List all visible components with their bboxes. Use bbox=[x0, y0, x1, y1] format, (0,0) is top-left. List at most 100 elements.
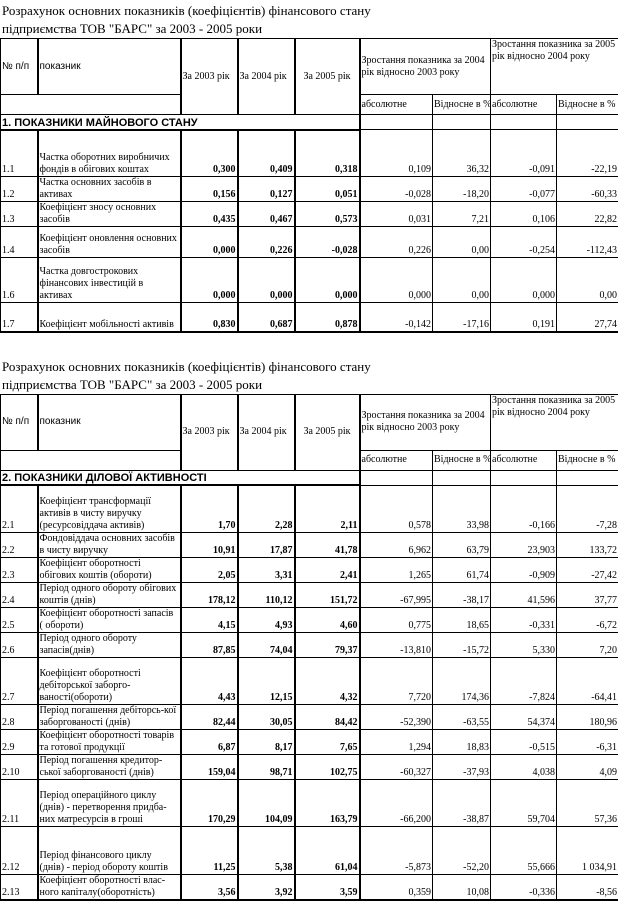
row-num: 1.7 bbox=[1, 303, 38, 332]
value-2005: 102,75 bbox=[295, 754, 360, 779]
rel-change-2005: -60,33 bbox=[557, 177, 618, 202]
row-num: 2.12 bbox=[1, 826, 38, 874]
header-growth-2005: Зростання показника за 2005 рік відносно… bbox=[491, 39, 618, 95]
table-row: 2.10 Період погашення кредитор-ської заб… bbox=[1, 754, 618, 779]
rel-change-2004: 63,79 bbox=[433, 532, 491, 557]
row-indicator: Період одного обороту обігових коштів (д… bbox=[38, 582, 181, 607]
value-2003: 0,156 bbox=[181, 177, 238, 202]
abs-change-2004: 0,578 bbox=[360, 485, 433, 532]
header-2004: За 2004 рік bbox=[238, 394, 295, 470]
abs-change-2004: 0,000 bbox=[360, 258, 433, 303]
empty-cell bbox=[433, 115, 491, 130]
table-row: 2.8 Період погашення дебіторсь-кої забор… bbox=[1, 704, 618, 729]
row-num: 1.2 bbox=[1, 177, 38, 202]
table-row: 2.9 Коефіцієнт оборотності товарів та го… bbox=[1, 729, 618, 754]
row-indicator: Коефіцієнт оборотності дебіторської забо… bbox=[38, 657, 181, 704]
rel-change-2004: -37,93 bbox=[433, 754, 491, 779]
row-indicator: Частка довгострокових фінансових інвести… bbox=[38, 258, 181, 303]
rel-change-2004: -52,20 bbox=[433, 826, 491, 874]
header-num: № п/п bbox=[1, 39, 38, 95]
table-row: 2.2 Фондовіддача основних засобів в чист… bbox=[1, 532, 618, 557]
value-2003: 82,44 bbox=[181, 704, 238, 729]
value-2005: 2,11 bbox=[295, 485, 360, 532]
abs-change-2004: 0,031 bbox=[360, 202, 433, 227]
value-2003: 0,000 bbox=[181, 258, 238, 303]
row-num: 2.4 bbox=[1, 582, 38, 607]
value-2004: 12,15 bbox=[238, 657, 295, 704]
header-2003: За 2003 рік bbox=[181, 394, 238, 470]
header-abs-1: абсолютне bbox=[360, 450, 433, 470]
title-line: підприємства ТОВ "БАРС" за 2003 - 2005 р… bbox=[2, 376, 618, 394]
value-2003: 11,25 bbox=[181, 826, 238, 874]
value-2003: 0,435 bbox=[181, 202, 238, 227]
table-row: 2.1 Коефіцієнт трансформації активів в ч… bbox=[1, 485, 618, 532]
value-2005: 0,051 bbox=[295, 177, 360, 202]
row-num: 2.6 bbox=[1, 632, 38, 657]
header-indicator: показник bbox=[38, 39, 181, 95]
value-2004: 0,467 bbox=[238, 202, 295, 227]
title-line: підприємства ТОВ "БАРС" за 2003 - 2005 р… bbox=[2, 20, 618, 38]
value-2005: 79,37 bbox=[295, 632, 360, 657]
table-title: Розрахунок основних показників (коефіціє… bbox=[0, 2, 618, 38]
value-2004: 110,12 bbox=[238, 582, 295, 607]
abs-change-2004: -0,142 bbox=[360, 303, 433, 332]
empty-cell bbox=[360, 470, 433, 485]
value-2005: 7,65 bbox=[295, 729, 360, 754]
row-num: 2.1 bbox=[1, 485, 38, 532]
indicators-table: № п/п показник За 2003 рік За 2004 рік З… bbox=[0, 394, 618, 901]
abs-change-2004: -66,200 bbox=[360, 779, 433, 826]
abs-change-2005: 55,666 bbox=[491, 826, 557, 874]
row-num: 1.6 bbox=[1, 258, 38, 303]
rel-change-2004: 0,00 bbox=[433, 258, 491, 303]
header-indicator: показник bbox=[38, 394, 181, 450]
rel-change-2004: -38,87 bbox=[433, 779, 491, 826]
rel-change-2004: 18,65 bbox=[433, 607, 491, 632]
table-row: 2.6 Період одного обороту запасів(днів) … bbox=[1, 632, 618, 657]
value-2003: 170,29 bbox=[181, 779, 238, 826]
empty-cell bbox=[557, 115, 618, 130]
abs-change-2005: -0,515 bbox=[491, 729, 557, 754]
row-num: 2.13 bbox=[1, 874, 38, 900]
row-num: 1.3 bbox=[1, 202, 38, 227]
row-indicator: Частка основних засобів в активах bbox=[38, 177, 181, 202]
abs-change-2004: -5,873 bbox=[360, 826, 433, 874]
abs-change-2005: 0,106 bbox=[491, 202, 557, 227]
value-2004: 17,87 bbox=[238, 532, 295, 557]
value-2003: 0,830 bbox=[181, 303, 238, 332]
rel-change-2005: -27,42 bbox=[557, 557, 618, 582]
value-2003: 159,04 bbox=[181, 754, 238, 779]
value-2003: 10,91 bbox=[181, 532, 238, 557]
value-2004: 0,409 bbox=[238, 130, 295, 177]
header-growth-2004: Зростання показника за 2004 рік відносно… bbox=[360, 394, 491, 450]
header-rel-1: Відносне в % bbox=[433, 95, 491, 115]
value-2004: 4,93 bbox=[238, 607, 295, 632]
rel-change-2005: -22,19 bbox=[557, 130, 618, 177]
row-num: 2.9 bbox=[1, 729, 38, 754]
header-num: № п/п bbox=[1, 394, 38, 450]
table-row: 2.12 Період фінансового циклу (днів) - п… bbox=[1, 826, 618, 874]
abs-change-2004: 0,226 bbox=[360, 227, 433, 258]
value-2004: 104,09 bbox=[238, 779, 295, 826]
abs-change-2005: -0,077 bbox=[491, 177, 557, 202]
value-2003: 3,56 bbox=[181, 874, 238, 900]
value-2003: 1,70 bbox=[181, 485, 238, 532]
table-row: 2.13 Коефіцієнт оборотності влас-ного ка… bbox=[1, 874, 618, 900]
rel-change-2004: -17,16 bbox=[433, 303, 491, 332]
value-2005: 163,79 bbox=[295, 779, 360, 826]
row-indicator: Коефіцієнт оборотності запасів ( обороти… bbox=[38, 607, 181, 632]
title-line: Розрахунок основних показників (коефіціє… bbox=[2, 358, 618, 376]
row-indicator: Коефіцієнт оновлення основних засобів bbox=[38, 227, 181, 258]
row-indicator: Частка оборотних виробничих фондів в обі… bbox=[38, 130, 181, 177]
value-2003: 4,15 bbox=[181, 607, 238, 632]
row-indicator: Період погашення дебіторсь-кої заборгова… bbox=[38, 704, 181, 729]
abs-change-2004: -67,995 bbox=[360, 582, 433, 607]
row-num: 2.8 bbox=[1, 704, 38, 729]
value-2003: 178,12 bbox=[181, 582, 238, 607]
value-2003: 4,43 bbox=[181, 657, 238, 704]
rel-change-2004: 61,74 bbox=[433, 557, 491, 582]
value-2003: 87,85 bbox=[181, 632, 238, 657]
indicators-table: № п/п показник За 2003 рік За 2004 рік З… bbox=[0, 38, 618, 333]
row-indicator: Період погашення кредитор-ської заборгов… bbox=[38, 754, 181, 779]
rel-change-2004: 7,21 bbox=[433, 202, 491, 227]
value-2004: 8,17 bbox=[238, 729, 295, 754]
